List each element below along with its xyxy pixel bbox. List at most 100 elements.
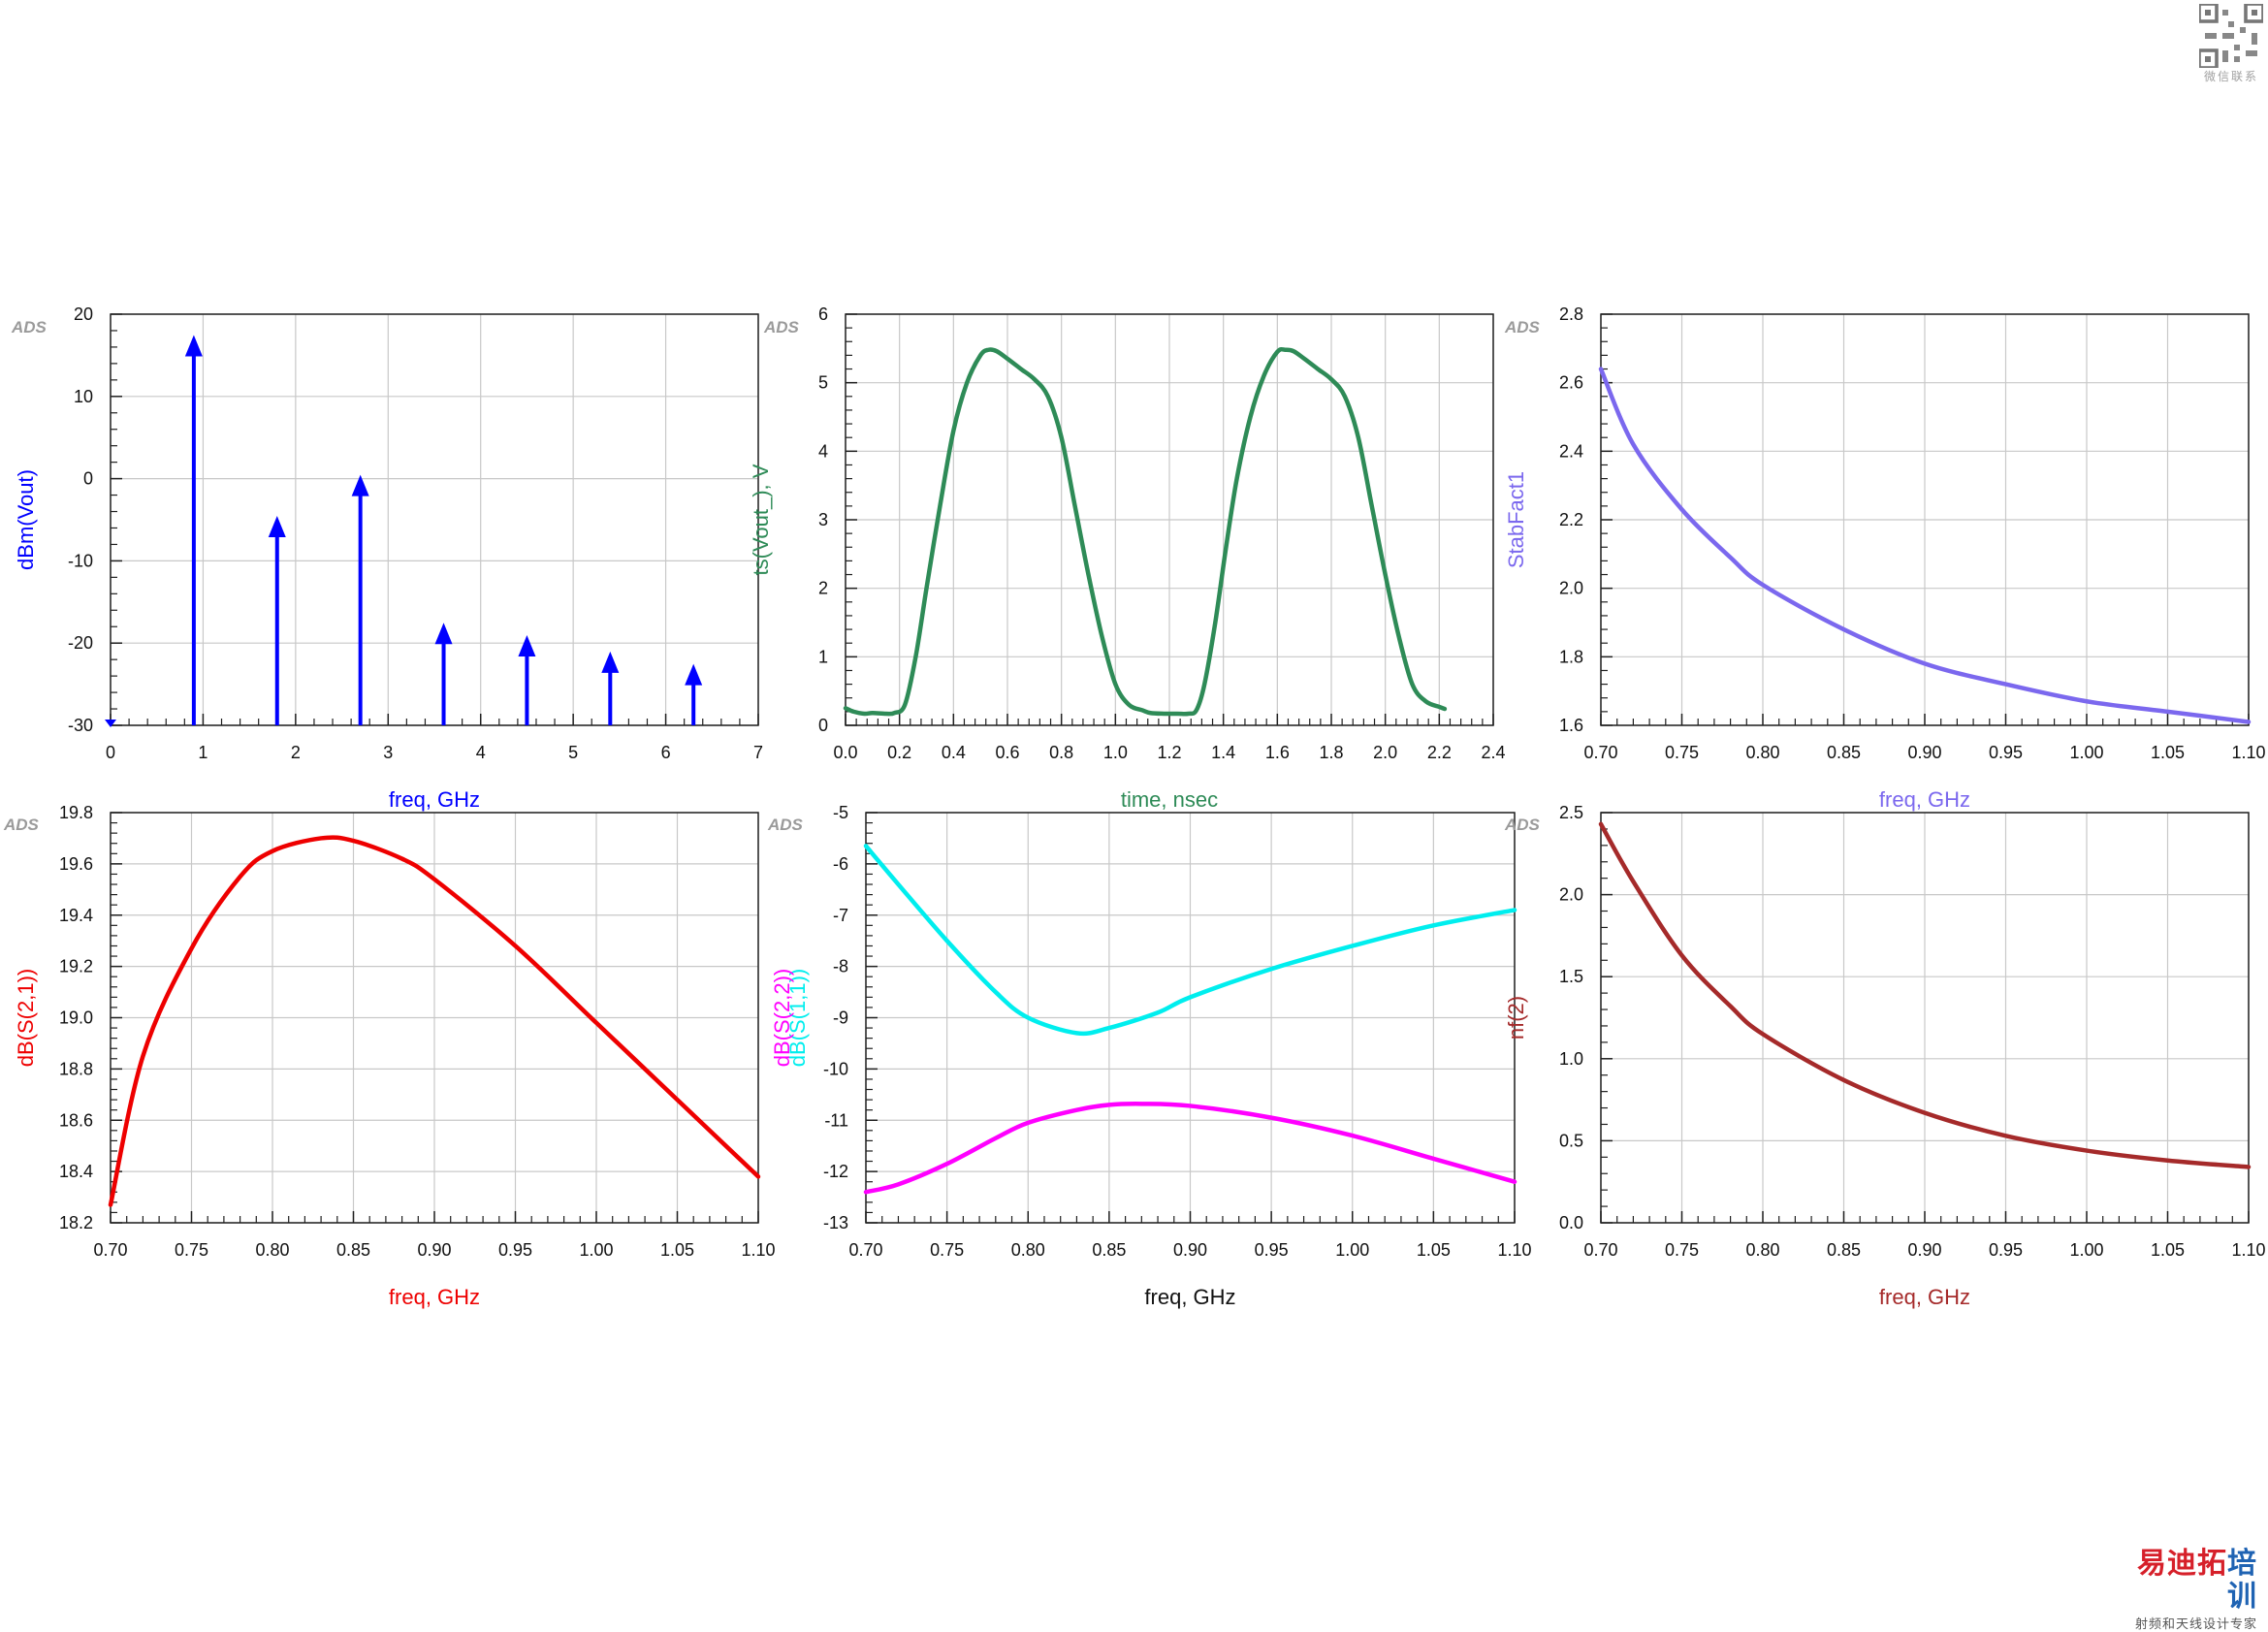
x-tick-label: 0.85 xyxy=(336,1240,370,1260)
y-tick-label: -12 xyxy=(823,1162,848,1181)
y-tick-label: 19.2 xyxy=(59,957,93,976)
x-tick-label: 0.0 xyxy=(833,743,857,762)
x-tick-label: 1.10 xyxy=(2231,743,2265,762)
y-axis-label: dB(S(1,1)) xyxy=(785,969,810,1067)
y-tick-label: 18.6 xyxy=(59,1110,93,1130)
x-tick-label: 0.75 xyxy=(930,1240,964,1260)
y-tick-label: 19.0 xyxy=(59,1008,93,1028)
qr-code-icon xyxy=(2199,4,2263,68)
x-tick-label: 5 xyxy=(568,743,578,762)
x-tick-label: 1 xyxy=(198,743,208,762)
x-tick-label: 0.80 xyxy=(1745,1240,1779,1260)
y-tick-label: 5 xyxy=(818,373,828,393)
x-tick-label: 0.90 xyxy=(1907,743,1941,762)
x-tick-label: 1.10 xyxy=(1497,1240,1531,1260)
x-tick-label: 0.90 xyxy=(1173,1240,1207,1260)
plot-nf: 0.0 0.5 1.0 1.5 2.0 2.5 0.70 0.75 0.80 0.85 0.90 0.… xyxy=(1504,803,2266,1309)
stem-arrow xyxy=(685,663,703,686)
y-tick-label: -11 xyxy=(824,1110,848,1130)
x-tick-label: 1.2 xyxy=(1157,743,1181,762)
y-tick-label: 1.6 xyxy=(1559,716,1583,735)
ads-badge: ADS xyxy=(4,816,39,834)
y-tick-label: -30 xyxy=(68,716,93,735)
y-tick-label: 2.5 xyxy=(1559,803,1583,822)
x-tick-label: 1.4 xyxy=(1211,743,1235,762)
x-tick-label: 0.75 xyxy=(175,1240,208,1260)
y-tick-label: 1.0 xyxy=(1559,1049,1583,1069)
y-axis-label: dB(S(2,1)) xyxy=(14,969,38,1067)
y-tick-label: 2 xyxy=(818,579,828,598)
series-line-db-s-1-1- xyxy=(863,844,1517,1037)
y-tick-label: -8 xyxy=(833,957,848,976)
plot-stab: 1.6 1.8 2.0 2.2 2.4 2.6 2.8 0.70 0.75 0.80 0.85 0.9… xyxy=(1504,304,2266,812)
x-axis-label: freq, GHz xyxy=(389,1285,480,1309)
y-tick-label: 20 xyxy=(74,304,93,324)
x-tick-label: 1.05 xyxy=(2151,1240,2185,1260)
plot-s11s22: -13 -12 -11 -10 -9 -8 -7 -6 -5 0.70 0.75 0.80 0.85 0.… xyxy=(770,803,1532,1309)
y-tick-label: 10 xyxy=(74,387,93,406)
y-tick-label: 0.5 xyxy=(1559,1131,1583,1150)
x-tick-label: 0.4 xyxy=(942,743,966,762)
y-tick-label: 2.4 xyxy=(1559,441,1583,461)
x-tick-label: 1.05 xyxy=(660,1240,694,1260)
watermark-subtitle: 射频和天线设计专家 xyxy=(2134,1617,2257,1632)
plot-frame xyxy=(110,313,759,726)
x-tick-label: 2 xyxy=(291,743,301,762)
x-tick-label: 0.95 xyxy=(1989,743,2023,762)
y-tick-label: 1 xyxy=(818,647,828,666)
y-tick-label: 0 xyxy=(818,716,828,735)
x-tick-label: 0.80 xyxy=(1745,743,1779,762)
y-tick-label: 3 xyxy=(818,510,828,529)
ads-badge: ADS xyxy=(768,816,803,834)
x-tick-label: 0.70 xyxy=(848,1240,882,1260)
y-tick-label: -6 xyxy=(833,854,848,874)
x-tick-label: 0 xyxy=(106,743,115,762)
ads-badge: ADS xyxy=(764,318,799,336)
y-tick-label: -9 xyxy=(833,1008,848,1028)
stem-arrow xyxy=(434,623,453,645)
x-axis-label: freq, GHz xyxy=(1144,1285,1235,1309)
y-tick-label: 18.2 xyxy=(59,1213,93,1232)
x-tick-label: 0.70 xyxy=(93,1240,127,1260)
x-tick-label: 1.10 xyxy=(741,1240,775,1260)
y-tick-label: -5 xyxy=(833,803,848,822)
x-tick-label: 0.70 xyxy=(1583,1240,1617,1260)
stem-arrow xyxy=(184,335,203,357)
watermark-main-blue: 培训 xyxy=(2227,1547,2257,1614)
x-axis-label: freq, GHz xyxy=(1879,787,1970,812)
y-tick-label: 18.8 xyxy=(59,1059,93,1078)
y-tick-label: -20 xyxy=(68,633,93,653)
x-tick-label: 1.00 xyxy=(579,1240,613,1260)
x-tick-label: 0.95 xyxy=(498,1240,532,1260)
series-line-s21 xyxy=(108,835,761,1207)
stem-marker xyxy=(105,720,116,727)
x-tick-label: 0.70 xyxy=(1583,743,1617,762)
y-tick-label: 2.2 xyxy=(1559,510,1583,529)
y-tick-label: -10 xyxy=(68,551,93,570)
ads-badge: ADS xyxy=(1505,318,1540,336)
y-tick-label: 0 xyxy=(83,469,93,489)
x-tick-label: 0.85 xyxy=(1827,743,1861,762)
y-tick-label: 19.4 xyxy=(59,906,93,925)
x-tick-label: 2.2 xyxy=(1427,743,1452,762)
series-line-db-s-2-2- xyxy=(863,1102,1517,1195)
series-line-nf xyxy=(1598,821,2252,1169)
y-tick-label: 2.0 xyxy=(1559,885,1583,905)
y-tick-label: -13 xyxy=(823,1213,848,1232)
plot-s21: 18.2 18.4 18.6 18.8 19.0 19.2 19.4 19.6 19.8 0.70… xyxy=(14,803,776,1309)
y-tick-label: 2.8 xyxy=(1559,304,1583,324)
x-tick-label: 6 xyxy=(661,743,671,762)
plot-time: 0 1 2 3 4 5 6 0.0 0.2 0.4 0.6 0.8 1.0 1.2 1.4 1.6 1.8 2.0… xyxy=(749,304,1506,812)
x-axis-label: time, nsec xyxy=(1121,787,1218,812)
y-tick-label: 19.8 xyxy=(59,803,93,822)
x-tick-label: 0.90 xyxy=(417,1240,451,1260)
x-tick-label: 0.2 xyxy=(887,743,911,762)
x-tick-label: 0.8 xyxy=(1049,743,1073,762)
x-tick-label: 1.05 xyxy=(1417,1240,1451,1260)
x-axis-label: freq, GHz xyxy=(389,787,480,812)
y-tick-label: -7 xyxy=(833,906,848,925)
x-tick-label: 0.85 xyxy=(1092,1240,1126,1260)
x-tick-label: 0.80 xyxy=(1011,1240,1045,1260)
y-tick-label: 4 xyxy=(818,441,828,461)
y-tick-label: 1.5 xyxy=(1559,967,1583,986)
